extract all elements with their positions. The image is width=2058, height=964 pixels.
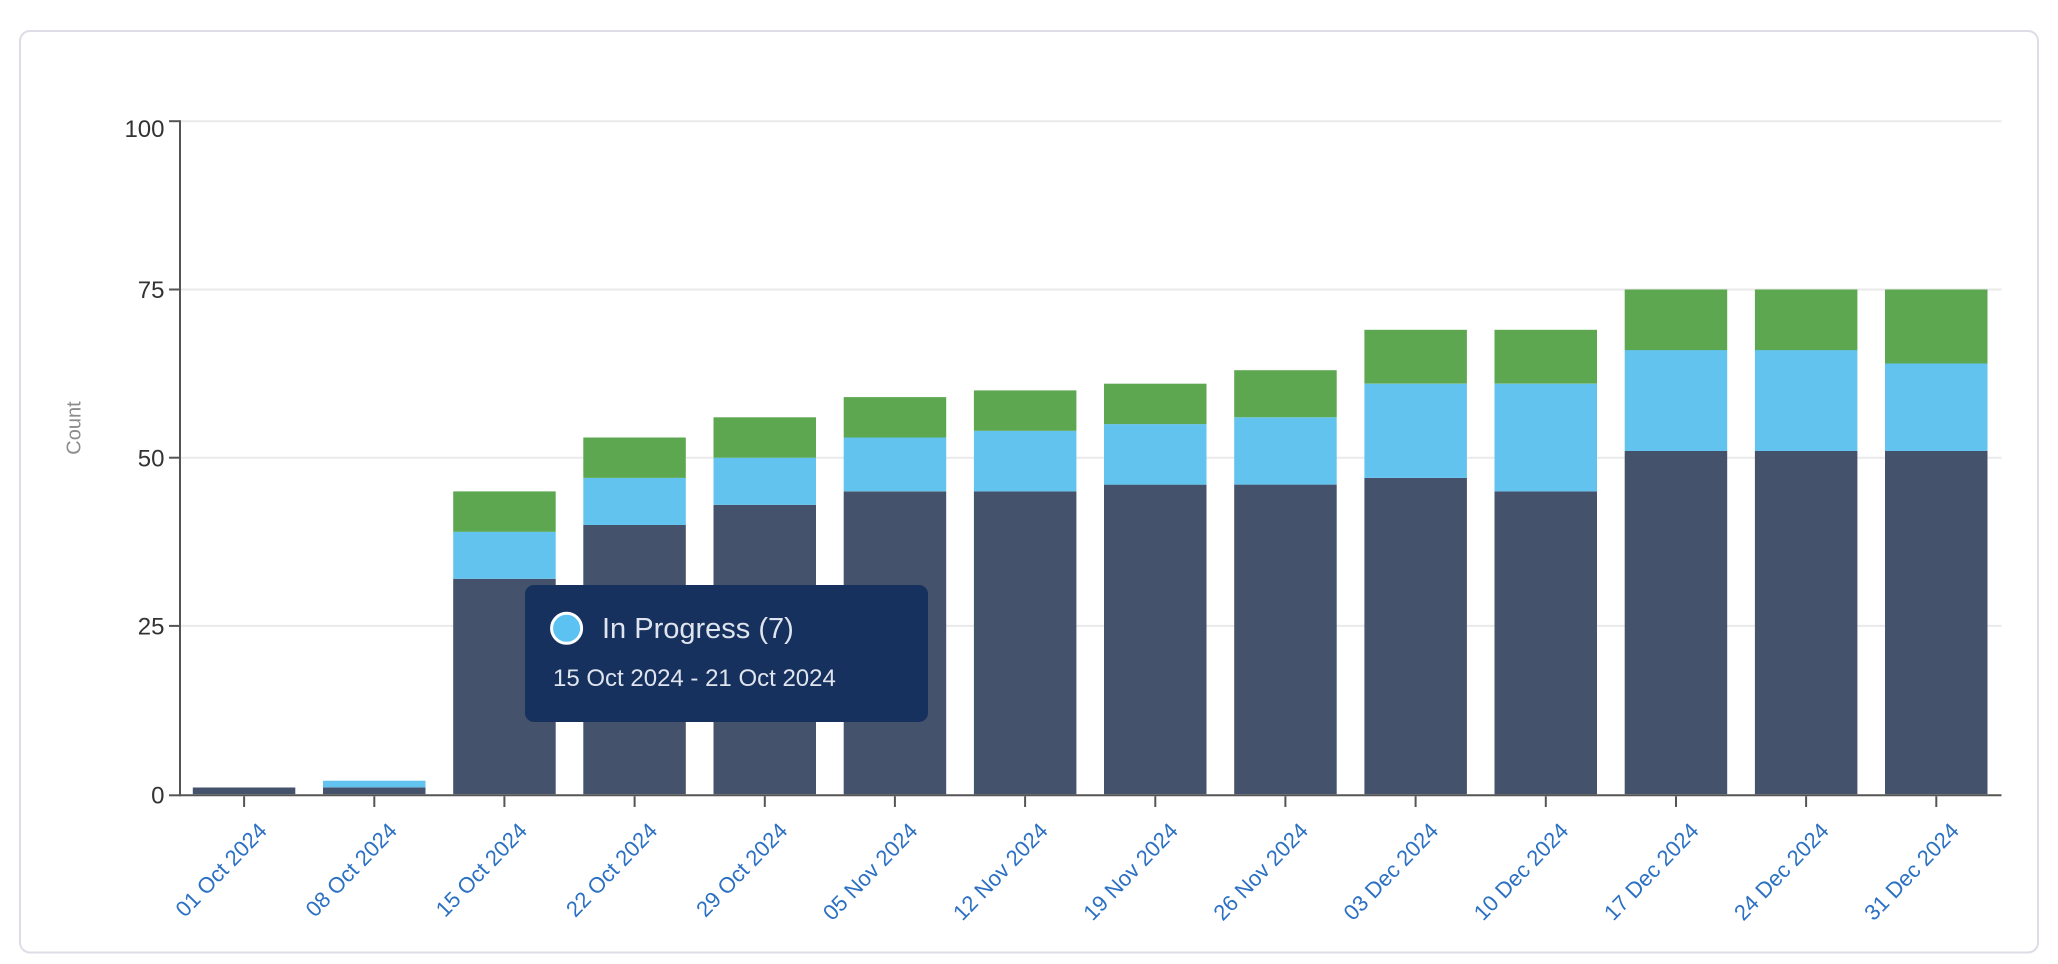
svg-text:100: 100 <box>124 116 164 143</box>
svg-text:In Progress (7): In Progress (7) <box>602 613 794 645</box>
svg-text:Count: Count <box>64 401 86 455</box>
svg-text:0: 0 <box>151 782 164 809</box>
svg-text:75: 75 <box>138 277 165 304</box>
svg-text:50: 50 <box>138 445 165 472</box>
svg-text:25: 25 <box>138 614 165 641</box>
svg-text:15 Oct 2024 - 21 Oct 2024: 15 Oct 2024 - 21 Oct 2024 <box>553 665 836 692</box>
